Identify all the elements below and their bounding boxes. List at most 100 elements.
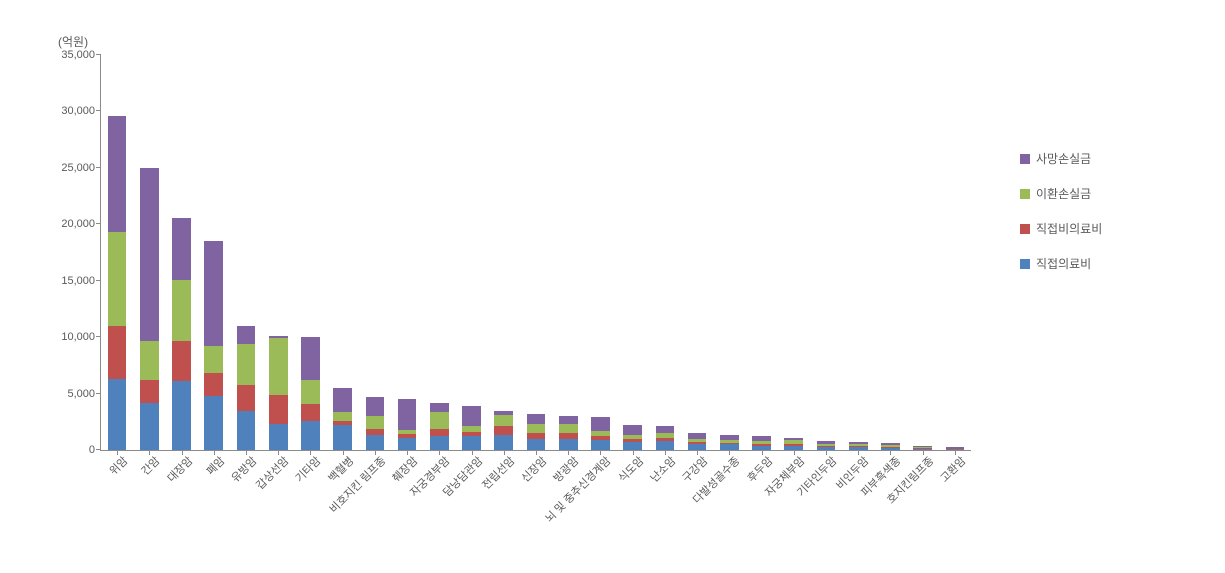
bar xyxy=(752,436,771,450)
bar-segment xyxy=(688,439,707,442)
bar-segment xyxy=(333,425,352,450)
x-tick-label: 기타암 xyxy=(292,453,325,486)
bar xyxy=(688,433,707,450)
legend-item: 이환손실금 xyxy=(1020,185,1102,202)
y-tick-label: 25,000 xyxy=(61,162,95,174)
legend-swatch xyxy=(1020,154,1030,164)
y-tick-label: 5,000 xyxy=(67,388,95,400)
bar-segment xyxy=(623,435,642,438)
bar-segment xyxy=(817,444,836,446)
legend-item: 사망손실금 xyxy=(1020,150,1102,167)
y-tick-mark xyxy=(96,449,101,450)
bar-segment xyxy=(430,429,449,437)
bar xyxy=(172,218,191,450)
bar xyxy=(527,414,546,450)
bar-segment xyxy=(172,381,191,450)
bar-segment xyxy=(237,385,256,411)
y-tick-mark xyxy=(96,223,101,224)
legend-label: 사망손실금 xyxy=(1036,150,1091,167)
bar-segment xyxy=(333,412,352,421)
bar-segment xyxy=(494,411,513,416)
legend-label: 직접비의료비 xyxy=(1036,220,1102,237)
bar-segment xyxy=(333,421,352,426)
bar-segment xyxy=(913,448,932,449)
bar-segment xyxy=(301,380,320,404)
bar xyxy=(108,116,127,450)
bar-segment xyxy=(108,232,127,326)
bar-segment xyxy=(366,416,385,428)
bar xyxy=(817,441,836,450)
bar-segment xyxy=(591,417,610,431)
bar-segment xyxy=(140,380,159,403)
bar-segment xyxy=(881,445,900,447)
bar-segment xyxy=(204,396,223,450)
x-tick-label: 대장암 xyxy=(163,453,196,486)
bar xyxy=(849,442,868,450)
bar xyxy=(559,416,578,450)
bar-segment xyxy=(720,443,739,445)
y-tick-mark xyxy=(96,167,101,168)
y-tick-mark xyxy=(96,393,101,394)
bar-segment xyxy=(462,436,481,450)
bar-segment xyxy=(656,426,675,433)
bar-segment xyxy=(849,442,868,445)
bar-segment xyxy=(366,429,385,436)
bar-segment xyxy=(237,344,256,385)
x-tick-label: 위암 xyxy=(106,453,132,479)
bar xyxy=(301,337,320,450)
y-tick-label: 15,000 xyxy=(61,275,95,287)
bar-segment xyxy=(623,442,642,450)
y-tick-label: 0 xyxy=(89,444,95,456)
bar-segment xyxy=(301,421,320,450)
bar-segment xyxy=(527,414,546,424)
bar-segment xyxy=(849,444,868,446)
bar-segment xyxy=(269,338,288,394)
bar-segment xyxy=(559,433,578,439)
y-axis-unit: (억원) xyxy=(58,33,88,50)
y-tick-mark xyxy=(96,54,101,55)
plot-area: 05,00010,00015,00020,00025,00030,00035,0… xyxy=(100,55,971,451)
bar xyxy=(494,411,513,451)
bar-segment xyxy=(817,446,836,447)
bar-segment xyxy=(623,425,642,435)
bar-segment xyxy=(172,280,191,341)
bar-segment xyxy=(913,447,932,448)
legend-swatch xyxy=(1020,259,1030,269)
bar-segment xyxy=(527,433,546,439)
bar-segment xyxy=(333,388,352,412)
bar-segment xyxy=(237,411,256,451)
legend-item: 직접비의료비 xyxy=(1020,220,1102,237)
bar-segment xyxy=(688,442,707,444)
x-tick-label: 간암 xyxy=(138,453,164,479)
y-tick-mark xyxy=(96,336,101,337)
bar-segment xyxy=(108,326,127,379)
bar-segment xyxy=(688,433,707,439)
bar xyxy=(623,425,642,450)
bar xyxy=(237,326,256,450)
bar-segment xyxy=(527,424,546,433)
bar-segment xyxy=(172,341,191,382)
bar-segment xyxy=(462,426,481,432)
bar-segment xyxy=(494,435,513,450)
bar-segment xyxy=(784,444,803,446)
bar-segment xyxy=(172,218,191,280)
bar xyxy=(881,443,900,450)
bar-segment xyxy=(140,168,159,341)
bar-segment xyxy=(430,403,449,412)
bar-segment xyxy=(623,439,642,442)
bar xyxy=(398,399,417,450)
bar xyxy=(140,168,159,450)
bar-segment xyxy=(398,399,417,429)
bar-segment xyxy=(881,443,900,445)
bar-segment xyxy=(140,341,159,381)
bar xyxy=(366,397,385,450)
bar-segment xyxy=(494,415,513,426)
bar-segment xyxy=(849,446,868,447)
bar-segment xyxy=(752,441,771,444)
bar-segment xyxy=(462,406,481,426)
bar-segment xyxy=(430,412,449,429)
bar xyxy=(784,438,803,450)
bar-segment xyxy=(366,435,385,450)
bar-segment xyxy=(591,431,610,437)
bar-segment xyxy=(398,434,417,437)
